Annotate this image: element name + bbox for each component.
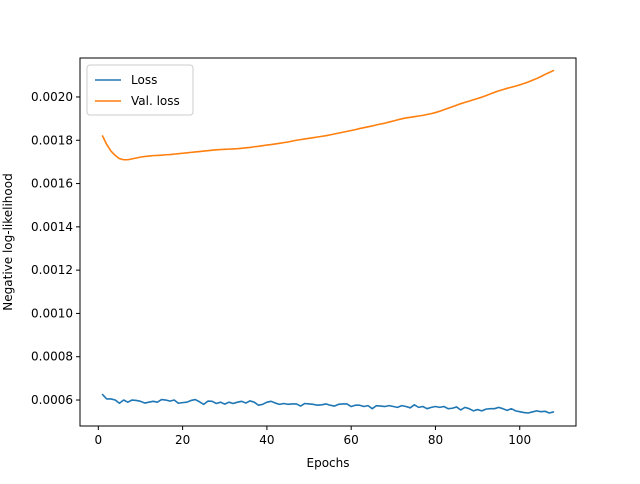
y-tick-label: 0.0012 [31, 263, 73, 277]
legend-label-val-loss: Val. loss [131, 94, 180, 108]
x-tick-label: 0 [95, 433, 103, 447]
series-layer [101, 69, 555, 414]
x-tick-label: 100 [508, 433, 531, 447]
y-axis-ticks: 0.0006 0.0008 0.0010 0.0012 0.0014 0.0016 0.00… [31, 90, 80, 407]
y-axis-label: Negative log-likelihood [1, 173, 15, 310]
y-tick-label: 0.0016 [31, 177, 73, 191]
legend-box [86, 64, 194, 116]
legend-label-loss: Loss [131, 73, 157, 87]
y-tick-label: 0.0018 [31, 133, 73, 147]
series-line-val-loss [101, 69, 555, 161]
x-tick-label: 60 [344, 433, 359, 447]
x-tick-label: 80 [428, 433, 443, 447]
x-tick-label: 40 [259, 433, 274, 447]
y-tick-label: 0.0014 [31, 220, 73, 234]
legend: Loss Val. loss [86, 64, 194, 116]
y-tick-label: 0.0020 [31, 90, 73, 104]
plot-area [79, 57, 577, 427]
y-tick-label: 0.0006 [31, 393, 73, 407]
x-tick-label: 20 [175, 433, 190, 447]
x-axis-label: Epochs [307, 456, 350, 470]
series-line-loss [101, 393, 555, 414]
x-axis-ticks: 0 20 40 60 80 100 [95, 426, 531, 447]
axes-frame [79, 57, 577, 427]
y-tick-label: 0.0010 [31, 306, 73, 320]
y-tick-label: 0.0008 [31, 350, 73, 364]
